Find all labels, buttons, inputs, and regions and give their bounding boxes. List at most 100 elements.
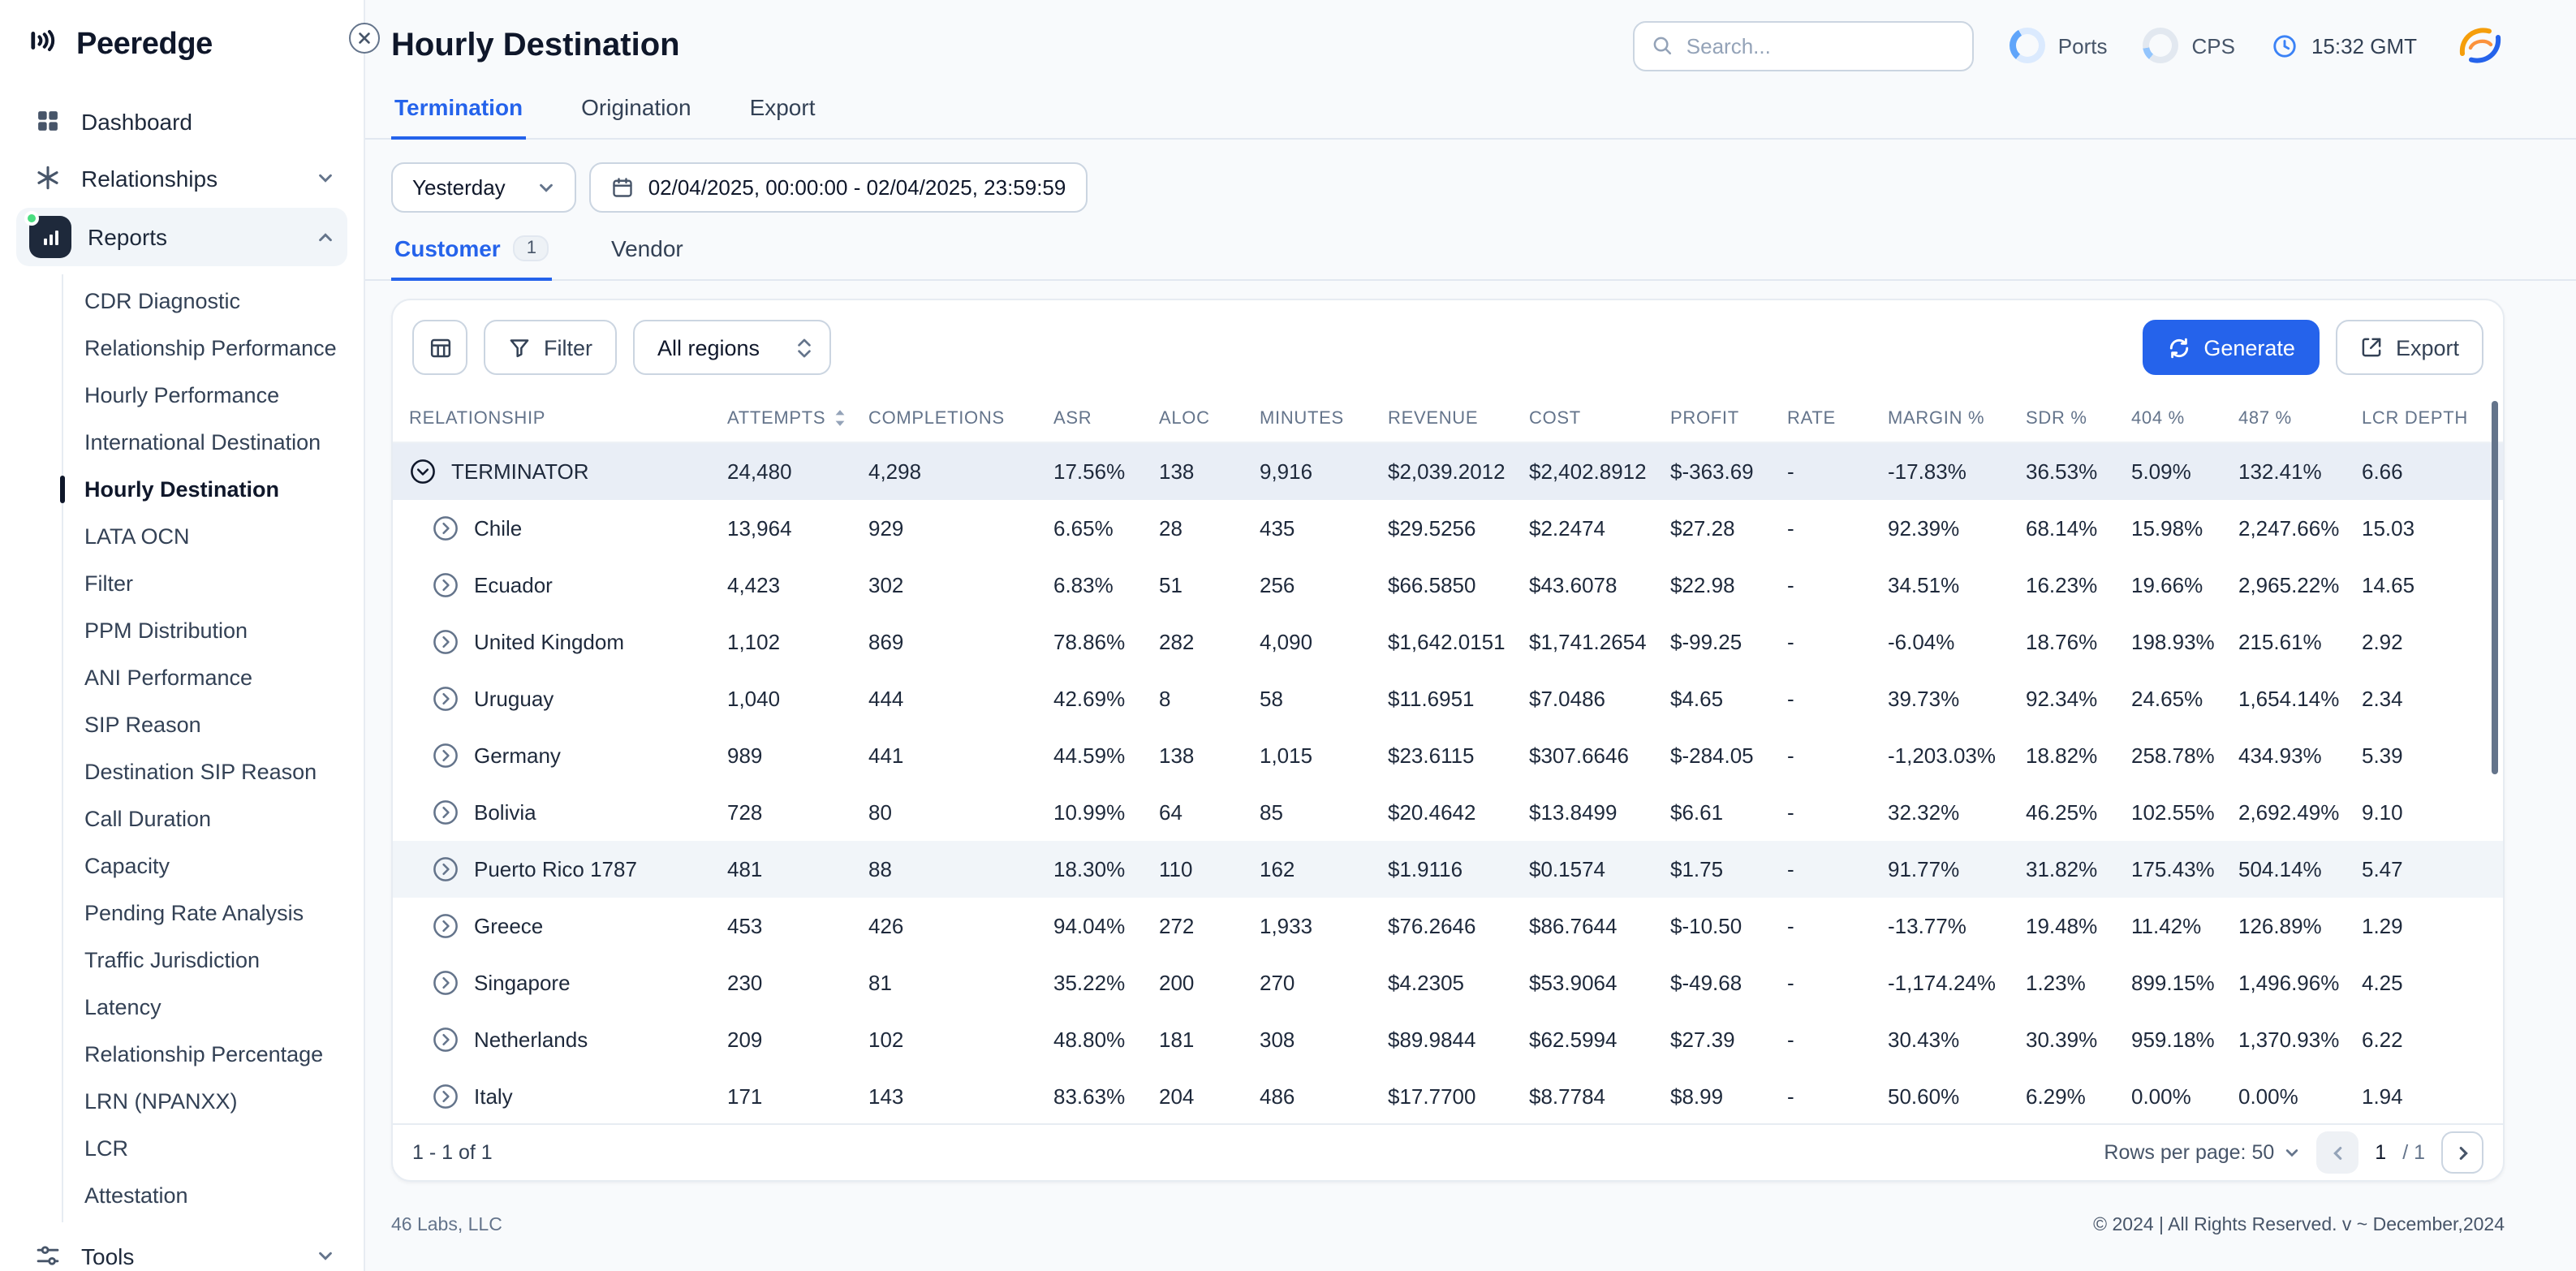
account-avatar[interactable]: [2453, 18, 2508, 73]
expand-row-icon[interactable]: [432, 742, 459, 769]
table-row-bolivia[interactable]: Bolivia 728 80 10.99% 64 85 $20.4642 $13.8499 $6…: [393, 784, 2503, 841]
sidebar-item-cdr-diagnostic[interactable]: CDR Diagnostic: [84, 288, 241, 312]
cps-indicator[interactable]: CPS: [2143, 28, 2235, 63]
column-header-completions[interactable]: COMPLETIONS: [868, 408, 1053, 428]
cell-rate: -: [1787, 743, 1794, 768]
search-box[interactable]: [1632, 20, 1974, 71]
date-range-picker[interactable]: 02/04/2025, 00:00:00 - 02/04/2025, 23:59…: [589, 162, 1088, 213]
column-header-minutes[interactable]: MINUTES: [1260, 408, 1388, 428]
expand-row-icon[interactable]: [432, 1026, 459, 1053]
sidebar-item-sip-reason[interactable]: SIP Reason: [84, 712, 201, 736]
sidebar-item-capacity[interactable]: Capacity: [84, 853, 170, 877]
prev-page-button[interactable]: [2316, 1131, 2359, 1174]
sidebar-item-lrn-npanxx[interactable]: LRN (NPANXX): [84, 1088, 238, 1113]
column-header-rate[interactable]: RATE: [1787, 408, 1888, 428]
tab-termination[interactable]: Termination: [391, 84, 527, 140]
column-header-margin[interactable]: MARGIN %: [1888, 408, 2026, 428]
column-header-asr[interactable]: ASR: [1053, 408, 1159, 428]
sidebar-item-hourly-destination[interactable]: Hourly Destination: [60, 466, 364, 513]
sidebar-item-pending-rate-analysis[interactable]: Pending Rate Analysis: [84, 900, 304, 924]
ports-indicator[interactable]: Ports: [2009, 28, 2107, 63]
sidebar-item-lcr[interactable]: LCR: [84, 1135, 129, 1160]
filter-button[interactable]: Filter: [484, 320, 617, 375]
column-header-aloc[interactable]: ALOC: [1159, 408, 1260, 428]
expand-row-icon[interactable]: [432, 912, 459, 940]
sidebar-item-tools[interactable]: Tools: [16, 1229, 347, 1271]
sidebar-item-call-duration[interactable]: Call Duration: [84, 806, 212, 830]
sidebar-item-attestation[interactable]: Attestation: [84, 1183, 188, 1207]
cell-asr: 94.04%: [1053, 914, 1126, 938]
column-header-revenue[interactable]: REVENUE: [1388, 408, 1529, 428]
column-header-attempts[interactable]: ATTEMPTS: [727, 407, 868, 429]
column-header-404[interactable]: 404 %: [2131, 408, 2238, 428]
column-header-profit[interactable]: PROFIT: [1670, 408, 1787, 428]
expand-row-icon[interactable]: [432, 855, 459, 883]
expand-row-icon[interactable]: [432, 571, 459, 599]
sidebar-item-ani-performance[interactable]: ANI Performance: [84, 665, 253, 689]
sidebar-item-destination-sip-reason[interactable]: Destination SIP Reason: [84, 759, 317, 783]
sidebar-item-lata-ocn[interactable]: LATA OCN: [84, 523, 190, 548]
table-row-uruguay[interactable]: Uruguay 1,040 444 42.69% 8 58 $11.6951 $7.0486 $…: [393, 670, 2503, 727]
sidebar-item-hourly-performance[interactable]: Hourly Performance: [84, 382, 280, 407]
date-preset-select[interactable]: Yesterday: [391, 162, 577, 213]
sidebar-item-dashboard[interactable]: Dashboard: [16, 94, 347, 148]
rows-per-page-select[interactable]: Rows per page: 50: [2104, 1141, 2300, 1164]
column-header-487[interactable]: 487 %: [2238, 408, 2362, 428]
next-page-button[interactable]: [2441, 1131, 2483, 1174]
expand-row-icon[interactable]: [432, 969, 459, 997]
subtab-customer[interactable]: Customer 1: [391, 226, 553, 281]
logo[interactable]: Peeredge: [0, 0, 364, 89]
sort-icon[interactable]: [832, 407, 846, 429]
search-icon: [1651, 34, 1674, 57]
sidebar-item-relationship-percentage[interactable]: Relationship Percentage: [84, 1041, 324, 1066]
table-row-netherlands[interactable]: Netherlands 209 102 48.80% 181 308 $89.9844 $62…: [393, 1011, 2503, 1068]
expand-row-icon[interactable]: [432, 799, 459, 826]
table-row-italy[interactable]: Italy 171 143 83.63% 204 486 $17.7700 $8.7784 $8…: [393, 1068, 2503, 1123]
generate-button[interactable]: Generate: [2142, 320, 2320, 375]
pagination-controls: Rows per page: 50 1 / 1: [2104, 1131, 2483, 1174]
table-scrollbar[interactable]: [2492, 401, 2498, 774]
expand-row-icon[interactable]: [432, 628, 459, 656]
column-header-label: 404 %: [2131, 408, 2185, 428]
cell-sdr: 92.34%: [2026, 687, 2098, 711]
cell-404: 175.43%: [2131, 857, 2215, 881]
subtab-vendor[interactable]: Vendor: [608, 226, 687, 281]
column-header-sdr[interactable]: SDR %: [2026, 408, 2131, 428]
tab-export[interactable]: Export: [747, 84, 819, 140]
region-select[interactable]: All regions: [633, 320, 832, 375]
collapse-row-icon[interactable]: [409, 458, 437, 485]
expand-row-icon[interactable]: [432, 685, 459, 713]
table-row-greece[interactable]: Greece 453 426 94.04% 272 1,933 $76.2646 $86.76…: [393, 898, 2503, 954]
expand-row-icon[interactable]: [432, 1083, 459, 1110]
column-header-relationship[interactable]: RELATIONSHIP: [409, 408, 727, 428]
sidebar-item-traffic-jurisdiction[interactable]: Traffic Jurisdiction: [84, 947, 261, 972]
table-row-ecuador[interactable]: Ecuador 4,423 302 6.83% 51 256 $66.5850 $43.607…: [393, 557, 2503, 614]
sidebar-item-filter[interactable]: Filter: [84, 571, 133, 595]
table-view-button[interactable]: [412, 320, 467, 375]
column-header-lcr-depth[interactable]: LCR DEPTH: [2362, 408, 2503, 428]
sidebar-item-relationships[interactable]: Relationships: [16, 151, 347, 205]
search-input[interactable]: [1686, 33, 1956, 58]
cell-margin: -13.77%: [1888, 914, 1966, 938]
table-row-puerto-rico-1787[interactable]: Puerto Rico 1787 481 88 18.30% 110 162 $1.9116…: [393, 841, 2503, 898]
cell-profit: $-284.05: [1670, 743, 1754, 768]
expand-row-icon[interactable]: [432, 515, 459, 542]
date-range-value: 02/04/2025, 00:00:00 - 02/04/2025, 23:59…: [648, 175, 1066, 200]
table-row-terminator[interactable]: TERMINATOR 24,480 4,298 17.56% 138 9,916 $2,03…: [393, 443, 2503, 500]
table-row-germany[interactable]: Germany 989 441 44.59% 138 1,015 $23.6115 $307.…: [393, 727, 2503, 784]
tab-origination[interactable]: Origination: [578, 84, 694, 140]
table-row-chile[interactable]: Chile 13,964 929 6.65% 28 435 $29.5256 $2.2474 $…: [393, 500, 2503, 557]
table-row-united-kingdom[interactable]: United Kingdom 1,102 869 78.86% 282 4,090 $1,6…: [393, 614, 2503, 670]
export-button-label: Export: [2395, 335, 2459, 360]
sidebar-item-international-destination[interactable]: International Destination: [84, 429, 321, 454]
export-button[interactable]: Export: [2335, 320, 2483, 375]
sidebar-item-reports[interactable]: Reports: [16, 208, 347, 266]
sidebar-item-relationship-performance[interactable]: Relationship Performance: [84, 335, 337, 360]
chevron-down-icon: [317, 169, 334, 187]
collapse-sidebar-button[interactable]: [349, 23, 380, 54]
sidebar-item-latency[interactable]: Latency: [84, 994, 162, 1019]
column-header-cost[interactable]: COST: [1529, 408, 1670, 428]
sidebar-item-ppm-distribution[interactable]: PPM Distribution: [84, 618, 248, 642]
table-row-singapore[interactable]: Singapore 230 81 35.22% 200 270 $4.2305 $53.906…: [393, 954, 2503, 1011]
cell-aloc: 138: [1159, 459, 1195, 484]
